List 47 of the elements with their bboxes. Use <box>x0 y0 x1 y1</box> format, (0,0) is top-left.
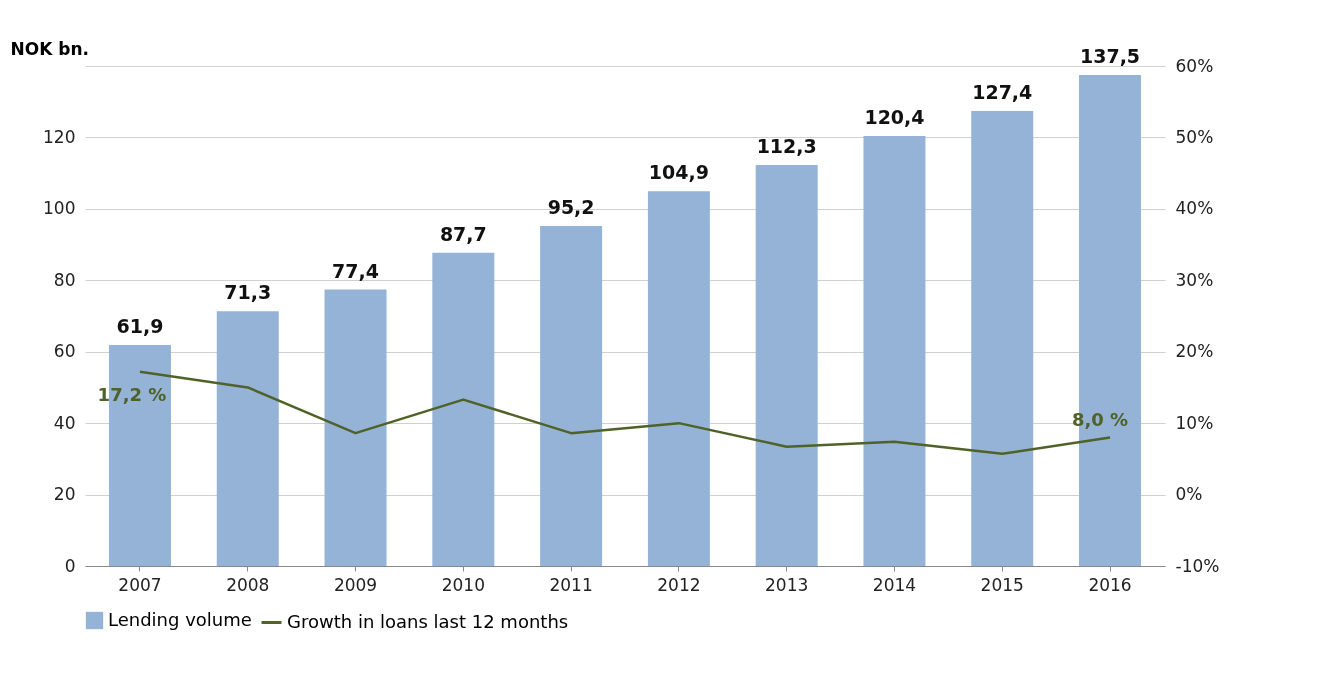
x-tick-label: 2013 <box>765 574 809 595</box>
x-tick-label: 2012 <box>657 574 701 595</box>
bar <box>755 164 818 566</box>
x-tick-label: 2007 <box>118 574 162 595</box>
x-tick-label: 2015 <box>980 574 1024 595</box>
x-tick-label: 2009 <box>333 574 378 595</box>
data-label: 104,9 <box>648 161 709 184</box>
data-label: 71,3 <box>224 281 272 304</box>
x-tick-label: 2008 <box>226 574 270 595</box>
y-tick-label: 40 <box>53 412 76 433</box>
y-axis-title: NOK bn. <box>10 38 90 59</box>
bar <box>971 111 1034 566</box>
legend-label: Lending volume <box>108 608 252 630</box>
y2-tick-label: 50% <box>1175 126 1214 147</box>
y-tick-label: 0 <box>64 555 76 576</box>
bar <box>216 311 279 566</box>
data-label: 77,4 <box>332 259 379 282</box>
bar <box>432 252 495 566</box>
y-tick-label: 20 <box>53 484 76 505</box>
x-tick-label: 2010 <box>441 574 485 595</box>
data-label: 112,3 <box>756 134 817 157</box>
x-tick-label: 2016 <box>1088 574 1132 595</box>
x-tick-label: 2011 <box>549 574 593 595</box>
bar <box>540 226 603 566</box>
data-label: 61,9 <box>116 314 164 337</box>
data-label: 95,2 <box>547 196 595 218</box>
data-label: 120,4 <box>864 106 925 128</box>
bar <box>863 136 926 566</box>
y2-tick-label: 40% <box>1175 198 1214 219</box>
data-label: 137,5 <box>1079 44 1141 67</box>
y2-tick-label: 20% <box>1175 341 1214 362</box>
y2-tick-label: 10% <box>1175 412 1214 433</box>
y-tick-label: 100 <box>43 198 76 219</box>
x-tick-label: 2014 <box>872 574 917 595</box>
bar <box>324 289 387 566</box>
y2-tick-label: 0% <box>1175 484 1203 505</box>
y2-tick-label: 60% <box>1175 55 1214 76</box>
y-tick-label: 60 <box>53 341 76 362</box>
y2-tick-label: 30% <box>1175 269 1214 290</box>
data-label: 127,4 <box>972 81 1033 103</box>
y-tick-label: 80 <box>53 269 76 290</box>
annotation: 8,0 % <box>1071 409 1129 431</box>
y2-tick-label: -10% <box>1175 555 1220 576</box>
data-label: 87,7 <box>439 222 487 245</box>
y-tick-label: 120 <box>43 126 76 147</box>
legend-label: Growth in loans last 12 months <box>287 610 569 632</box>
bar <box>647 191 710 566</box>
